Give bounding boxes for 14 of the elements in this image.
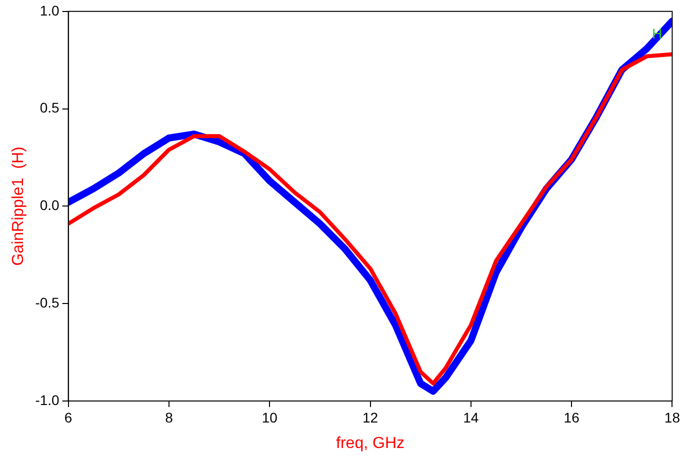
x-tick-label: 18 (664, 409, 680, 426)
x-tick-label: 6 (64, 409, 72, 426)
y-tick-label: -0.5 (35, 294, 60, 310)
y-axis-title: GainRipple1 (H) (10, 146, 28, 266)
x-tick-label: 14 (463, 409, 479, 426)
x-tick-label: 8 (165, 409, 174, 426)
x-axis-title: freq, GHz (336, 434, 405, 452)
y-tick-label: 0.0 (40, 197, 60, 214)
x-tick-label: 12 (362, 409, 378, 426)
x-tick-label: 16 (564, 409, 580, 426)
y-tick-label: -1.0 (35, 392, 60, 408)
y-tick-label: 1.0 (40, 2, 60, 18)
x-tick-label: 10 (262, 409, 278, 426)
y-tick-label: 0.5 (40, 100, 60, 116)
